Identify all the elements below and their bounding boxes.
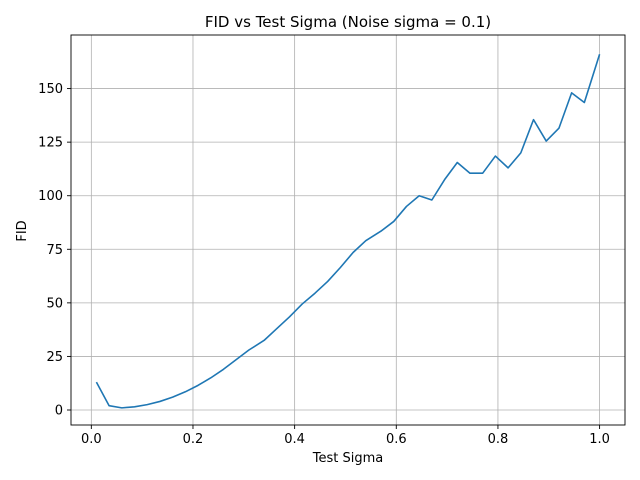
x-tick-label: 0.0 — [81, 432, 102, 447]
grid — [71, 35, 625, 425]
x-axis-label: Test Sigma — [312, 451, 383, 466]
y-tick-label: 125 — [38, 136, 63, 151]
axes — [70, 34, 626, 426]
plot-frame — [70, 34, 626, 426]
x-tick-label: 0.4 — [284, 432, 305, 447]
y-tick-label: 150 — [38, 82, 63, 97]
y-tick-label: 50 — [46, 296, 63, 311]
series-layer — [95, 54, 601, 409]
y-tick-label: 0 — [55, 404, 63, 419]
x-tick-label: 0.2 — [183, 432, 204, 447]
y-tick-label: 100 — [38, 189, 63, 204]
series-line — [95, 54, 601, 409]
y-tick-label: 75 — [46, 243, 63, 258]
x-tick-label: 0.6 — [386, 432, 407, 447]
x-tick-label: 0.8 — [488, 432, 509, 447]
y-tick-label: 25 — [46, 350, 63, 365]
x-tick-label: 1.0 — [589, 432, 610, 447]
chart-title: FID vs Test Sigma (Noise sigma = 0.1) — [205, 13, 491, 31]
y-axis-label: FID — [15, 220, 30, 241]
ticks: 0.0 0.2 0.4 0.6 0.8 1.0 0 25 50 75 100 125 150 — [38, 82, 610, 447]
